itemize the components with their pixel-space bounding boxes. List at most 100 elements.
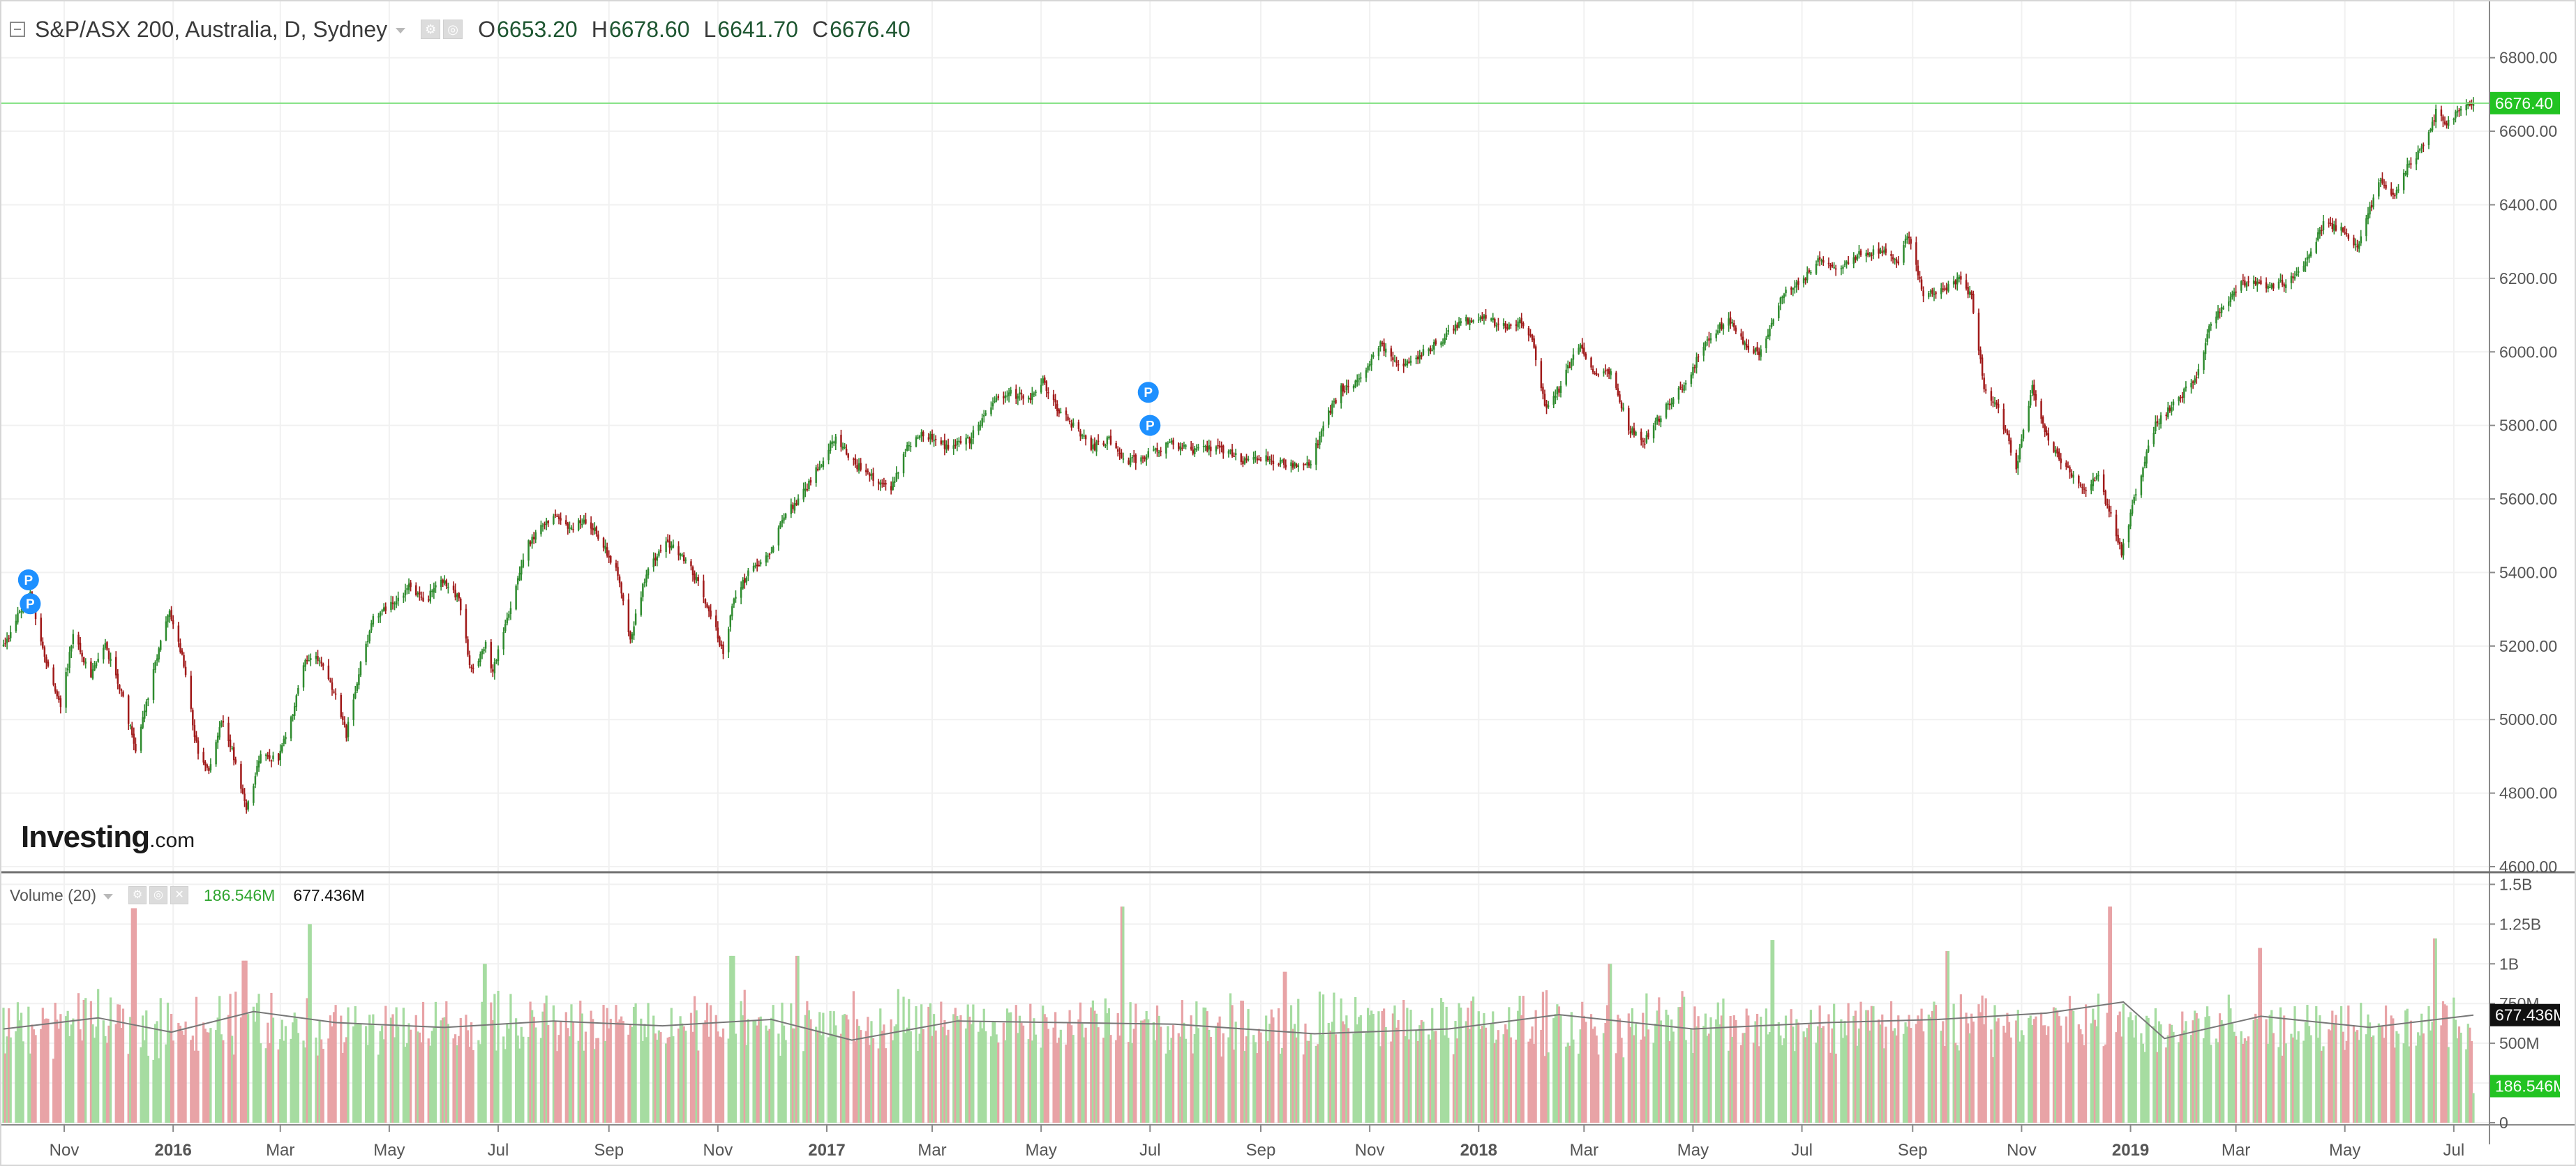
candle-body xyxy=(1497,323,1499,325)
candle xyxy=(1897,256,1900,266)
candle-body xyxy=(1329,411,1332,413)
candle xyxy=(1581,338,1583,354)
pivot-marker[interactable]: P xyxy=(1137,382,1159,403)
candle-body xyxy=(458,592,460,599)
pivot-marker[interactable]: P xyxy=(17,569,39,590)
candle-body xyxy=(42,641,44,648)
volume-bar xyxy=(1972,1022,1975,1123)
candle xyxy=(795,500,797,507)
candle-body xyxy=(493,662,496,673)
candle-body xyxy=(429,590,432,601)
volume-bar xyxy=(1585,1022,1587,1123)
candle-body xyxy=(779,523,781,528)
candle-body xyxy=(9,631,12,638)
volume-bar xyxy=(1990,1029,1993,1123)
volume-bar xyxy=(341,1052,344,1123)
candle-body xyxy=(1856,255,1859,260)
settings-icon[interactable]: ⚙ xyxy=(421,20,441,39)
candle xyxy=(1243,456,1246,465)
candle xyxy=(527,539,530,567)
volume-bar xyxy=(102,1020,105,1123)
candle-body xyxy=(140,726,142,751)
candle-body xyxy=(333,692,335,693)
volume-title[interactable]: Volume (20) xyxy=(10,885,97,904)
hide-icon[interactable]: ◎ xyxy=(149,886,168,904)
candle-body xyxy=(1115,443,1117,449)
candle-body xyxy=(1984,389,1987,391)
volume-bar xyxy=(77,993,80,1123)
candle xyxy=(442,578,444,588)
candle xyxy=(1231,444,1234,458)
candle-body xyxy=(442,579,444,583)
candle-body xyxy=(384,606,387,611)
volume-bar xyxy=(2131,1020,2134,1123)
volume-bar xyxy=(1820,1027,1823,1123)
chevron-down-icon[interactable] xyxy=(396,28,406,33)
candle-body xyxy=(1285,464,1287,468)
candle xyxy=(1806,266,1809,283)
candle-body xyxy=(579,520,582,523)
candle-body xyxy=(379,612,382,617)
candle-body xyxy=(2031,384,2034,394)
candle-body xyxy=(1597,374,1600,376)
volume-bar xyxy=(1209,1036,1212,1123)
candle xyxy=(1790,286,1792,295)
collapse-legend-icon[interactable] xyxy=(10,22,25,37)
candle xyxy=(2090,479,2092,495)
volume-bar xyxy=(2134,1015,2137,1123)
candle xyxy=(1054,394,1056,409)
volume-bar xyxy=(765,1025,767,1123)
chevron-down-icon[interactable] xyxy=(103,894,114,899)
candle xyxy=(1840,265,1843,276)
candle-body xyxy=(2394,195,2396,197)
candle xyxy=(1642,438,1645,448)
volume-bar xyxy=(1391,1013,1395,1123)
volume-bar xyxy=(1889,1001,1893,1123)
candle xyxy=(1431,345,1433,352)
candle-body xyxy=(1065,410,1068,415)
price-tick-label: 6400.00 xyxy=(2499,195,2557,214)
close-icon[interactable]: ✕ xyxy=(170,886,189,904)
settings-icon[interactable]: ⚙ xyxy=(128,886,147,904)
candle-body xyxy=(781,519,784,523)
candle-body xyxy=(2317,232,2319,241)
symbol-title[interactable]: S&P/ASX 200, Australia, D, Sydney xyxy=(35,16,388,42)
candle-body xyxy=(2308,255,2310,259)
candle-body xyxy=(377,616,380,618)
candle xyxy=(2447,116,2450,129)
pivot-marker[interactable]: P xyxy=(1139,414,1161,436)
volume-bar xyxy=(1767,1034,1769,1123)
volume-bar xyxy=(27,1006,30,1123)
candle-body xyxy=(406,588,408,590)
candle xyxy=(610,555,612,565)
volume-bar xyxy=(2194,1010,2196,1123)
candle xyxy=(52,664,54,687)
candle-body xyxy=(1897,261,1900,264)
candle xyxy=(1153,445,1155,452)
candle-body xyxy=(65,672,67,708)
candle-body xyxy=(668,541,671,548)
candle-body xyxy=(1958,276,1961,279)
candle-body xyxy=(1279,460,1282,465)
close-label: C xyxy=(811,16,829,42)
volume-bar xyxy=(264,1048,267,1123)
candle xyxy=(2292,273,2294,284)
candle-body xyxy=(68,652,70,668)
candle xyxy=(2383,179,2386,189)
candle xyxy=(340,692,343,719)
candle xyxy=(2453,117,2455,125)
candle-body xyxy=(1779,297,1782,304)
candle xyxy=(1652,422,1655,443)
candle xyxy=(43,645,46,663)
candle-body xyxy=(1728,318,1730,326)
candle-body xyxy=(145,701,148,712)
candle-body xyxy=(1820,260,1822,262)
candle xyxy=(1281,458,1283,463)
hide-icon[interactable]: ◎ xyxy=(443,20,463,39)
price-grid xyxy=(0,0,2489,872)
candle-body xyxy=(2110,512,2112,514)
candle-body xyxy=(1435,340,1437,345)
pivot-marker[interactable]: P xyxy=(20,593,41,615)
candle xyxy=(1068,417,1071,425)
